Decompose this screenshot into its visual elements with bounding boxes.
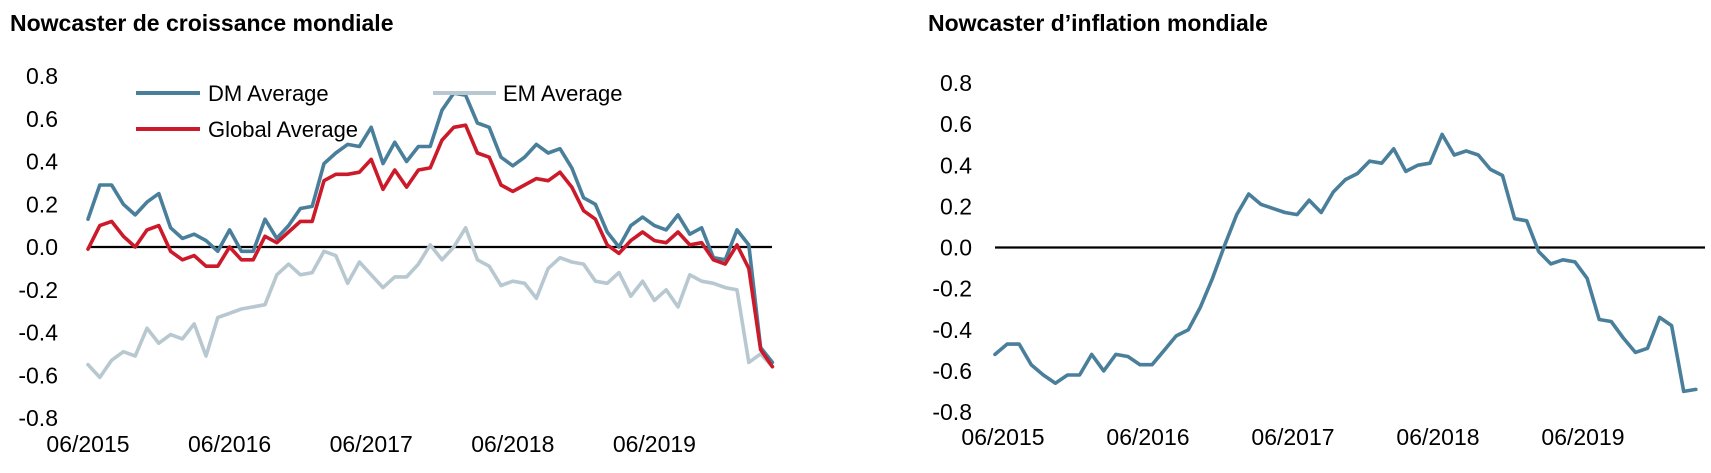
x-tick-label: 06/2019	[613, 431, 696, 457]
chart-title: Nowcaster de croissance mondiale	[10, 10, 394, 36]
x-tick-label: 06/2016	[188, 431, 271, 457]
y-tick-label: 0.4	[26, 149, 58, 175]
x-tick-label: 06/2018	[471, 431, 554, 457]
y-tick-label: 0.8	[26, 63, 58, 89]
x-tick-label: 06/2017	[1251, 424, 1334, 450]
series-line	[993, 132, 1698, 394]
y-tick-label: 0.2	[26, 191, 58, 217]
chart-title: Nowcaster d’inflation mondiale	[928, 10, 1268, 36]
x-tick-label: 06/2017	[330, 431, 413, 457]
x-tick-label: 06/2019	[1541, 424, 1624, 450]
y-tick-label: -0.2	[18, 277, 58, 303]
y-tick-label: 0.0	[940, 235, 972, 261]
y-tick-label: 0.6	[26, 106, 58, 132]
y-tick-label: -0.4	[18, 320, 58, 346]
y-tick-label: 0.4	[940, 152, 972, 178]
y-tick-label: 0.8	[940, 70, 972, 96]
y-tick-label: -0.6	[932, 358, 972, 384]
dm-average-series-line	[86, 91, 775, 365]
x-tick-label: 06/2018	[1396, 424, 1479, 450]
y-tick-label: -0.2	[932, 276, 972, 302]
y-tick-label: -0.6	[18, 362, 58, 388]
y-tick-label: -0.8	[932, 399, 972, 425]
legend-label: DM Average	[208, 81, 329, 106]
x-tick-label: 06/2016	[1106, 424, 1189, 450]
y-tick-label: -0.4	[932, 317, 972, 343]
y-tick-label: 0.2	[940, 193, 972, 219]
x-tick-label: 06/2015	[961, 424, 1044, 450]
y-tick-label: 0.0	[26, 234, 58, 260]
x-tick-label: 06/2015	[46, 431, 129, 457]
y-tick-label: 0.6	[940, 111, 972, 137]
em-average-series-line	[86, 226, 775, 380]
legend-label: Global Average	[208, 117, 358, 142]
legend-label: EM Average	[503, 81, 622, 106]
y-tick-label: -0.8	[18, 405, 58, 431]
global-average-series-line	[86, 123, 775, 369]
